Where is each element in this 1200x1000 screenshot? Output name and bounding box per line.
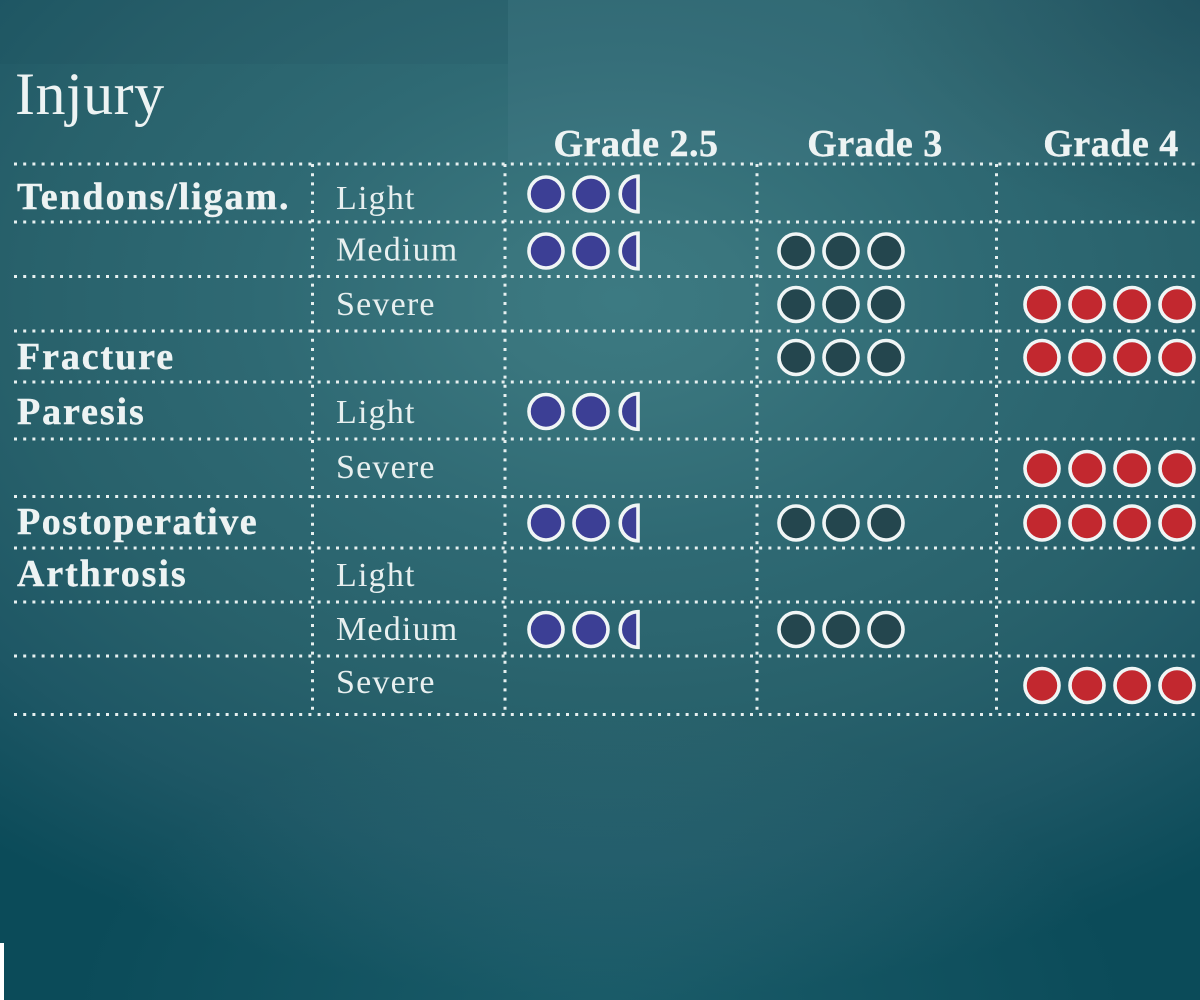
svg-text:Postoperative: Postoperative (17, 501, 258, 543)
svg-text:Grade 4: Grade 4 (1043, 123, 1178, 165)
svg-text:Paresis: Paresis (17, 391, 146, 433)
svg-text:Severe: Severe (336, 449, 436, 486)
svg-text:Light: Light (336, 557, 416, 594)
svg-text:Grade 3: Grade 3 (807, 123, 942, 165)
svg-text:Light: Light (336, 180, 416, 217)
svg-text:Medium: Medium (336, 232, 458, 269)
svg-text:Fracture: Fracture (17, 336, 175, 378)
svg-text:Severe: Severe (336, 664, 436, 701)
svg-text:Medium: Medium (336, 611, 458, 648)
svg-text:Injury: Injury (15, 61, 165, 127)
svg-text:Tendons/ligam.: Tendons/ligam. (17, 176, 290, 218)
svg-text:Grade 2.5: Grade 2.5 (554, 123, 719, 165)
svg-text:Severe: Severe (336, 286, 436, 323)
svg-text:Light: Light (336, 394, 416, 431)
svg-text:Arthrosis: Arthrosis (17, 553, 188, 595)
